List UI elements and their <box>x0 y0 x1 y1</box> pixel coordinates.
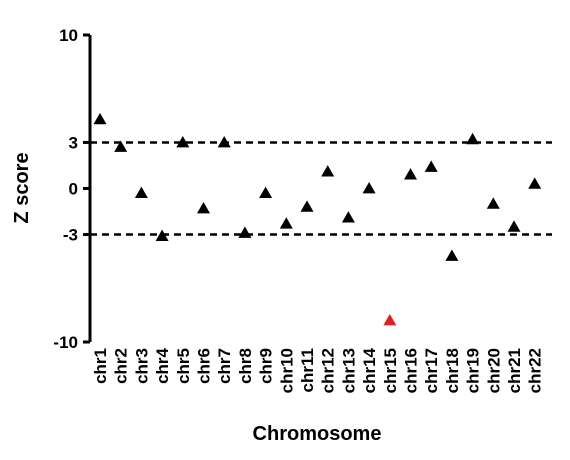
y-axis-title: Z score <box>11 152 33 223</box>
x-tick-label: chr11 <box>298 348 317 392</box>
x-tick-label: chr3 <box>132 348 151 384</box>
data-point-chr1 <box>93 112 107 125</box>
x-tick-label: chr17 <box>422 348 441 393</box>
x-category-labels: chr1 chr2 chr3 chr4 chr5 chr6 chr7 chr8 chr9 chr1… <box>91 347 545 393</box>
data-point-chr9 <box>259 186 273 198</box>
data-point-chr10 <box>279 217 293 229</box>
data-point-chr7 <box>217 135 231 148</box>
x-axis-title: Chromosome <box>253 423 382 445</box>
x-tick-label: chr5 <box>174 348 193 384</box>
x-tick-label: chr14 <box>360 347 379 393</box>
x-tick-label: chr20 <box>484 348 503 393</box>
y-tick-label: 10 <box>59 26 78 45</box>
reference-lines <box>90 141 552 236</box>
x-tick-label: chr9 <box>257 348 276 384</box>
data-points <box>93 112 542 326</box>
y-tick-label: 3 <box>69 133 78 152</box>
x-tick-label: chr4 <box>153 347 172 383</box>
data-point-chr22 <box>528 177 542 189</box>
data-point-chr4 <box>155 229 169 241</box>
data-point-chr5 <box>176 135 190 148</box>
data-point-chr12 <box>321 165 335 177</box>
x-tick-label: chr18 <box>443 348 462 393</box>
data-point-chr16 <box>404 168 417 180</box>
x-tick-label: chr10 <box>277 348 296 393</box>
axes: 10 3 0 -3 -10 <box>53 26 92 352</box>
y-tick-label: 0 <box>69 180 78 199</box>
data-point-chr8 <box>238 226 252 238</box>
x-tick-label: chr16 <box>402 348 421 393</box>
x-tick-label: chr19 <box>464 348 483 393</box>
data-point-chr11 <box>300 200 314 212</box>
x-tick-label: chr7 <box>215 348 234 384</box>
x-tick-label: chr21 <box>505 348 524 393</box>
x-tick-label: chr1 <box>91 348 110 384</box>
data-point-chr18 <box>445 249 459 261</box>
x-tick-label: chr13 <box>339 348 358 393</box>
data-point-chr17 <box>424 160 438 172</box>
data-point-chr6 <box>197 201 210 214</box>
x-tick-label: chr6 <box>195 348 214 384</box>
data-point-chr14 <box>362 182 376 194</box>
x-tick-label: chr22 <box>526 348 545 393</box>
data-point-chr2 <box>114 140 128 152</box>
data-point-chr15 <box>383 314 397 326</box>
x-tick-label: chr15 <box>381 348 400 393</box>
x-tick-label: chr8 <box>236 348 255 384</box>
data-point-chr21 <box>507 220 521 232</box>
y-tick-label: -3 <box>63 226 78 245</box>
data-point-chr3 <box>134 186 148 198</box>
x-tick-label: chr12 <box>319 348 338 393</box>
y-ticks: 10 3 0 -3 -10 <box>53 26 90 352</box>
data-point-chr13 <box>341 211 355 223</box>
data-point-chr19 <box>466 132 480 145</box>
data-point-chr20 <box>486 197 500 209</box>
y-tick-label: -10 <box>53 333 78 352</box>
x-tick-label: chr2 <box>112 348 131 384</box>
